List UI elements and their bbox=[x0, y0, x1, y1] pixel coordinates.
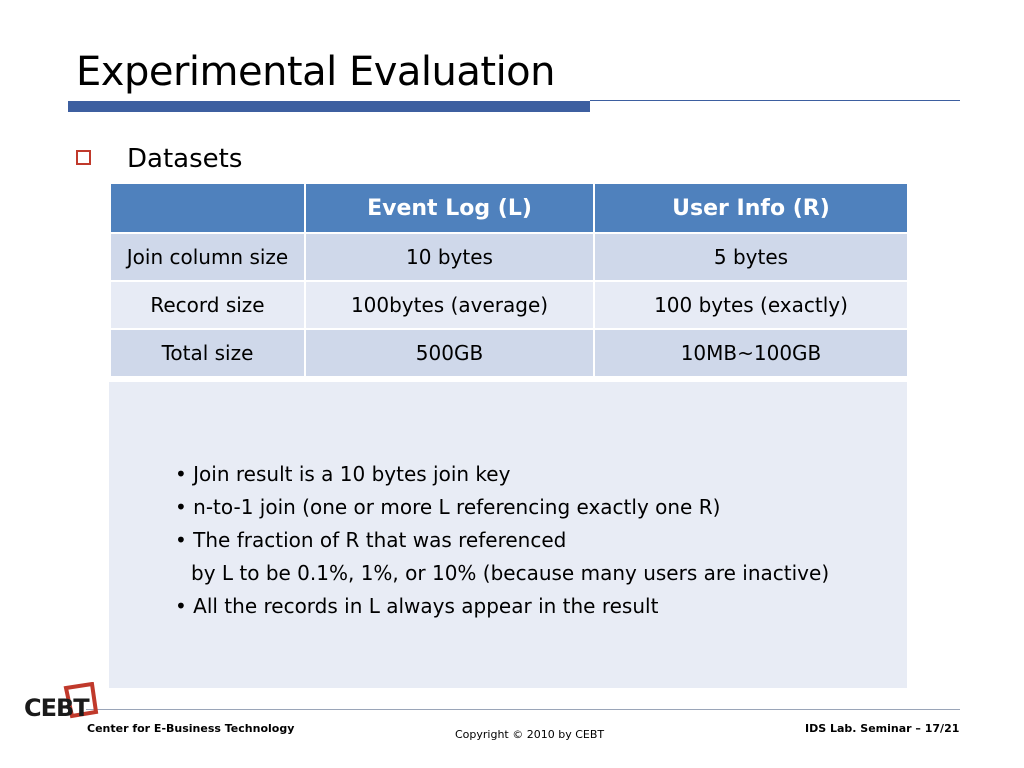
table-cell: Total size bbox=[109, 328, 306, 378]
table-row: Join column size 10 bytes 5 bytes bbox=[109, 232, 909, 282]
cebt-logo-icon bbox=[63, 682, 99, 719]
list-item: by L to be 0.1%, 1%, or 10% (because man… bbox=[191, 561, 830, 585]
square-bullet-icon bbox=[76, 150, 91, 165]
table-cell: 100 bytes (exactly) bbox=[593, 280, 909, 330]
table-cell: 10 bytes bbox=[304, 232, 595, 282]
table-cell: Record size bbox=[109, 280, 306, 330]
footer-copyright: Copyright © 2010 by CEBT bbox=[455, 728, 605, 741]
table-cell: 500GB bbox=[304, 328, 595, 378]
list-item: • All the records in L always appear in … bbox=[175, 594, 659, 618]
table-header-cell: User Info (R) bbox=[593, 182, 909, 234]
notes-panel bbox=[109, 382, 907, 688]
dataset-table: Event Log (L) User Info (R) Join column … bbox=[109, 182, 909, 378]
footer-page-number: IDS Lab. Seminar – 17/21 bbox=[805, 722, 960, 735]
title-underline-thin bbox=[590, 100, 960, 101]
table-row: Record size 100bytes (average) 100 bytes… bbox=[109, 280, 909, 330]
table-cell: 10MB~100GB bbox=[593, 328, 909, 378]
list-item: • Join result is a 10 bytes join key bbox=[175, 462, 511, 486]
list-item: • The fraction of R that was referenced bbox=[175, 528, 567, 552]
notes-list: • Join result is a 10 bytes join key • n… bbox=[175, 458, 829, 623]
table-header-cell: Event Log (L) bbox=[304, 182, 595, 234]
table-cell: 100bytes (average) bbox=[304, 280, 595, 330]
footer-divider bbox=[86, 709, 960, 710]
table-row: Total size 500GB 10MB~100GB bbox=[109, 328, 909, 378]
table-cell: Join column size bbox=[109, 232, 306, 282]
footer-org: Center for E-Business Technology bbox=[87, 722, 295, 735]
title-underline-thick bbox=[68, 101, 590, 112]
logo-text: CEBT bbox=[24, 694, 90, 722]
section-label: Datasets bbox=[127, 144, 243, 174]
list-item: • n-to-1 join (one or more L referencing… bbox=[175, 495, 721, 519]
table-cell: 5 bytes bbox=[593, 232, 909, 282]
table-header-cell bbox=[109, 182, 306, 234]
page-title: Experimental Evaluation bbox=[76, 49, 556, 95]
table-header-row: Event Log (L) User Info (R) bbox=[109, 182, 909, 234]
